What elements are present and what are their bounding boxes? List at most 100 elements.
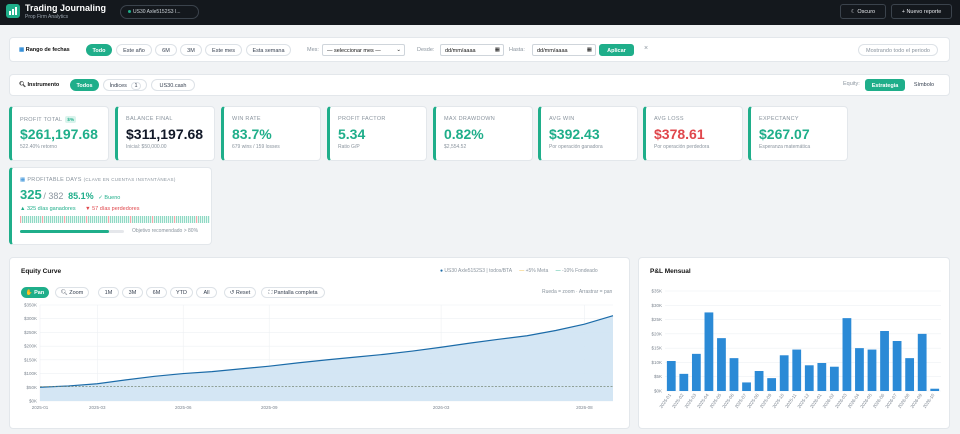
y-tick-label: $300K [24, 316, 37, 321]
account-label: US30 Axle5152S3 I... [133, 9, 181, 15]
moon-icon: ☾ [850, 9, 858, 15]
kpi-sub: 522.40% retorno [20, 144, 57, 150]
date-chip-this-week[interactable]: Esta semana [246, 44, 291, 56]
top-bar: Trading Journaling Prop Firm Analytics U… [0, 0, 960, 25]
pnl-bar [892, 341, 902, 391]
account-selector[interactable]: US30 Axle5152S3 I... [120, 5, 199, 19]
pnl-bar [880, 331, 889, 391]
day-tick [56, 216, 58, 223]
day-tick [68, 216, 70, 223]
day-tick [100, 216, 102, 223]
zoom-button[interactable]: 🔍︎ Zoom [55, 287, 89, 298]
range-all-button[interactable]: All [196, 287, 217, 298]
equity-legend: ● US30 Axle5152S3 | todos/BTA — +5% Meta… [440, 268, 598, 274]
date-chip-this-year[interactable]: Este año [116, 44, 152, 56]
day-tick [74, 216, 76, 223]
kpi-sub: Por operación perdedora [654, 144, 710, 150]
legend-dash-icon: — [555, 268, 561, 274]
apply-button[interactable]: Aplicar [599, 44, 634, 56]
pnl-chart[interactable]: $0K$5K$10K$15K$20K$25K$30K$35K2025-01202… [639, 283, 949, 429]
kpi-balance-final: BALANCE FINAL $311,197.68 Inicial: $50,0… [115, 106, 215, 161]
kpi-sub: Esperanza matemática [759, 144, 811, 150]
reset-label: Reset [235, 290, 251, 296]
app-logo-icon [6, 4, 20, 18]
from-date-input[interactable]: dd/mm/aaaa ▦ [440, 44, 504, 56]
day-tick [148, 216, 150, 223]
date-chip-6m[interactable]: 6M [155, 44, 177, 56]
month-select[interactable]: — seleccionar mes — ⌄ [322, 44, 405, 56]
day-tick [116, 216, 118, 223]
theme-toggle-button[interactable]: ☾ Oscuro [840, 4, 886, 19]
profitable-days-progress-fill [20, 230, 109, 233]
x-tick-label: 2025-10 [771, 392, 785, 409]
day-tick [144, 216, 146, 223]
equity-mode-strategy[interactable]: Estrategia [865, 79, 905, 91]
range-ytd-button[interactable]: YTD [170, 287, 193, 298]
fullscreen-button[interactable]: ⛶ Pantalla completa [261, 287, 325, 298]
day-tick [114, 216, 116, 223]
pnl-bar [804, 365, 814, 391]
date-chip-this-month[interactable]: Este mes [205, 44, 242, 56]
kpi-expectancy: EXPECTANCY $267.07 Esperanza matemática [748, 106, 848, 161]
kpi-win-rate: WIN RATE 83.7% 679 wins / 159 losses [221, 106, 321, 161]
kpi-title: EXPECTANCY [759, 116, 799, 122]
kpi-value: 0.82% [444, 126, 484, 142]
pnl-bar [729, 358, 739, 391]
instrument-label: 🔍︎ Instrumento [19, 82, 59, 88]
profitable-days-status: ✓ Bueno [98, 195, 121, 201]
range-6m-button[interactable]: 6M [146, 287, 167, 298]
app-title: Trading Journaling [25, 3, 107, 13]
equity-mode-symbol[interactable]: Símbolo [908, 79, 940, 91]
kpi-badge[interactable]: $% [65, 116, 77, 123]
day-tick [166, 216, 168, 223]
day-tick [42, 216, 44, 223]
new-report-button[interactable]: + Nuevo reporte [891, 4, 952, 19]
equity-area [40, 315, 613, 401]
date-filter-label-text: Rango de fechas [25, 47, 70, 53]
y-tick-label: $15K [651, 346, 662, 351]
to-date-input[interactable]: dd/mm/aaaa ▦ [532, 44, 596, 56]
kpi-title: MAX DRAWDOWN [444, 116, 496, 122]
day-tick [62, 216, 64, 223]
day-tick [192, 216, 194, 223]
day-tick [50, 216, 52, 223]
day-tick [140, 216, 142, 223]
day-tick [170, 216, 172, 223]
day-tick [84, 216, 86, 223]
y-tick-label: $100K [24, 371, 37, 376]
kpi-avg-loss: AVG LOSS $378.61 Por operación perdedora [643, 106, 743, 161]
reset-button[interactable]: ↺ Reset [224, 287, 256, 298]
y-tick-label: $50K [26, 385, 37, 390]
day-tick [174, 216, 176, 223]
instrument-chip-indices[interactable]: Índices 1 [103, 79, 147, 91]
range-1m-button[interactable]: 1M [98, 287, 119, 298]
day-tick [190, 216, 192, 223]
day-tick [30, 216, 32, 223]
profitable-days-value: 325 [20, 187, 42, 202]
x-tick-label: 2026-03 [433, 405, 450, 410]
pan-button[interactable]: ✋ Pan [21, 287, 49, 298]
pnl-bar [792, 349, 802, 391]
instrument-chip-all[interactable]: Todos [70, 79, 99, 91]
legend-dash-icon: — [519, 268, 525, 274]
profitable-days-pct: 85.1% [68, 191, 94, 201]
day-tick [198, 216, 200, 223]
equity-line [39, 315, 614, 388]
pnl-bar [767, 378, 777, 391]
clear-filter-icon[interactable]: × [644, 45, 649, 52]
legend-funded: -10% Fondeado [562, 268, 598, 274]
kpi-profit-factor: PROFIT FACTOR 5.34 Ratio G/P [327, 106, 427, 161]
kpi-title-text: PROFIT TOTAL [20, 116, 63, 123]
profitable-days-breakdown: ▲ 325 días ganadores ▼ 57 días perdedore… [20, 206, 140, 212]
kpi-sub: Ratio G/P [338, 144, 360, 150]
day-tick [98, 216, 100, 223]
day-tick [182, 216, 184, 223]
range-3m-button[interactable]: 3M [122, 287, 143, 298]
date-chip-3m[interactable]: 3M [180, 44, 202, 56]
instrument-chip-us30[interactable]: US30.cash [151, 79, 195, 91]
date-chip-all[interactable]: Todo [86, 44, 112, 56]
kpi-title: WIN RATE [232, 116, 261, 122]
equity-chart[interactable]: $0K $50K $100K $150K $200K $250K $300K $350K 202… [10, 299, 629, 429]
pnl-bar [930, 388, 940, 391]
app-subtitle: Prop Firm Analytics [25, 14, 69, 20]
